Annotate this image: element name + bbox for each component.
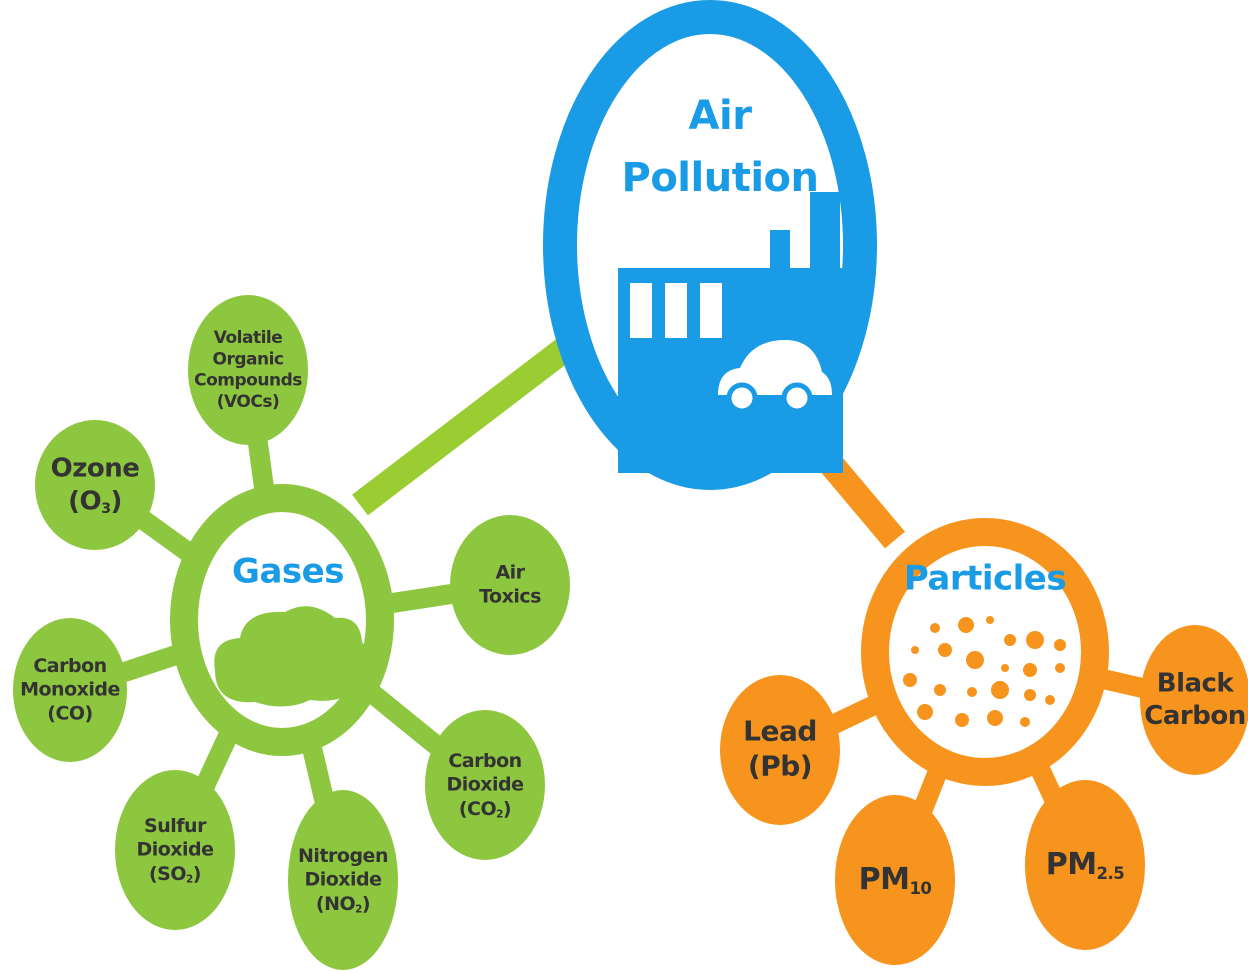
node-label: Dioxide [136, 839, 213, 861]
node [188, 295, 308, 445]
node [835, 795, 955, 965]
node-label: (Pb) [748, 750, 812, 783]
node-label: (O3) [68, 486, 122, 517]
hub-label: Particles [904, 559, 1066, 599]
node-label: Organic [213, 349, 284, 369]
node [35, 420, 155, 550]
node-label: Ozone [51, 453, 140, 483]
subscript: 10 [909, 879, 931, 898]
node-label: Dioxide [446, 774, 523, 796]
node-label: Sulfur [144, 815, 207, 837]
node-label: Dioxide [304, 869, 381, 891]
subscript: 2 [355, 903, 362, 915]
chimney [770, 230, 790, 270]
label-part: ) [362, 892, 370, 914]
label-part: ) [193, 862, 201, 884]
subscript: 2.5 [1097, 864, 1125, 883]
node-label: Compounds [194, 371, 302, 391]
node-label: Air [495, 562, 525, 584]
subscript: 2 [496, 808, 503, 820]
node-label: PM10 [859, 862, 932, 898]
node-label: (VOCs) [217, 392, 279, 412]
node-label: Black [1157, 668, 1235, 698]
node-label: (CO2) [459, 797, 511, 820]
node-label: Carbon [1144, 701, 1245, 731]
node-label: Lead [743, 715, 817, 748]
label-part: (CO [459, 797, 497, 819]
node-label: Carbon [33, 655, 106, 677]
node-label: Monoxide [20, 679, 120, 701]
windows [630, 283, 832, 414]
car [718, 340, 832, 395]
node [425, 710, 545, 860]
node-label: (CO) [47, 702, 92, 724]
label-part: (NO [316, 892, 356, 914]
node [288, 790, 398, 970]
node-label: Toxics [479, 585, 541, 607]
node [115, 770, 235, 930]
node-label: (SO2) [149, 862, 201, 885]
node [720, 675, 840, 825]
particle-dots [903, 616, 1066, 727]
node-label: PM2.5 [1046, 847, 1125, 883]
subscript: 2 [186, 873, 193, 885]
label-part: (O [68, 486, 101, 516]
label-part: PM [859, 862, 910, 897]
node-label: (NO2) [316, 892, 370, 915]
node-label: Volatile [214, 328, 283, 348]
hub-label: Gases [232, 552, 344, 592]
node-label: Carbon [448, 750, 521, 772]
node-label: Nitrogen [298, 845, 388, 867]
node [450, 515, 570, 655]
label-part: PM [1046, 847, 1097, 882]
subscript: 3 [101, 501, 110, 517]
title-line: Pollution [622, 155, 819, 201]
node [13, 618, 127, 762]
connector [352, 334, 578, 516]
title-line: Air [689, 93, 753, 139]
node [1140, 625, 1248, 775]
cloud-icon [214, 606, 370, 707]
node [1025, 780, 1145, 950]
chimney [810, 192, 840, 272]
label-part: ) [503, 797, 511, 819]
label-part: ) [111, 486, 122, 516]
label-part: (SO [149, 862, 186, 884]
